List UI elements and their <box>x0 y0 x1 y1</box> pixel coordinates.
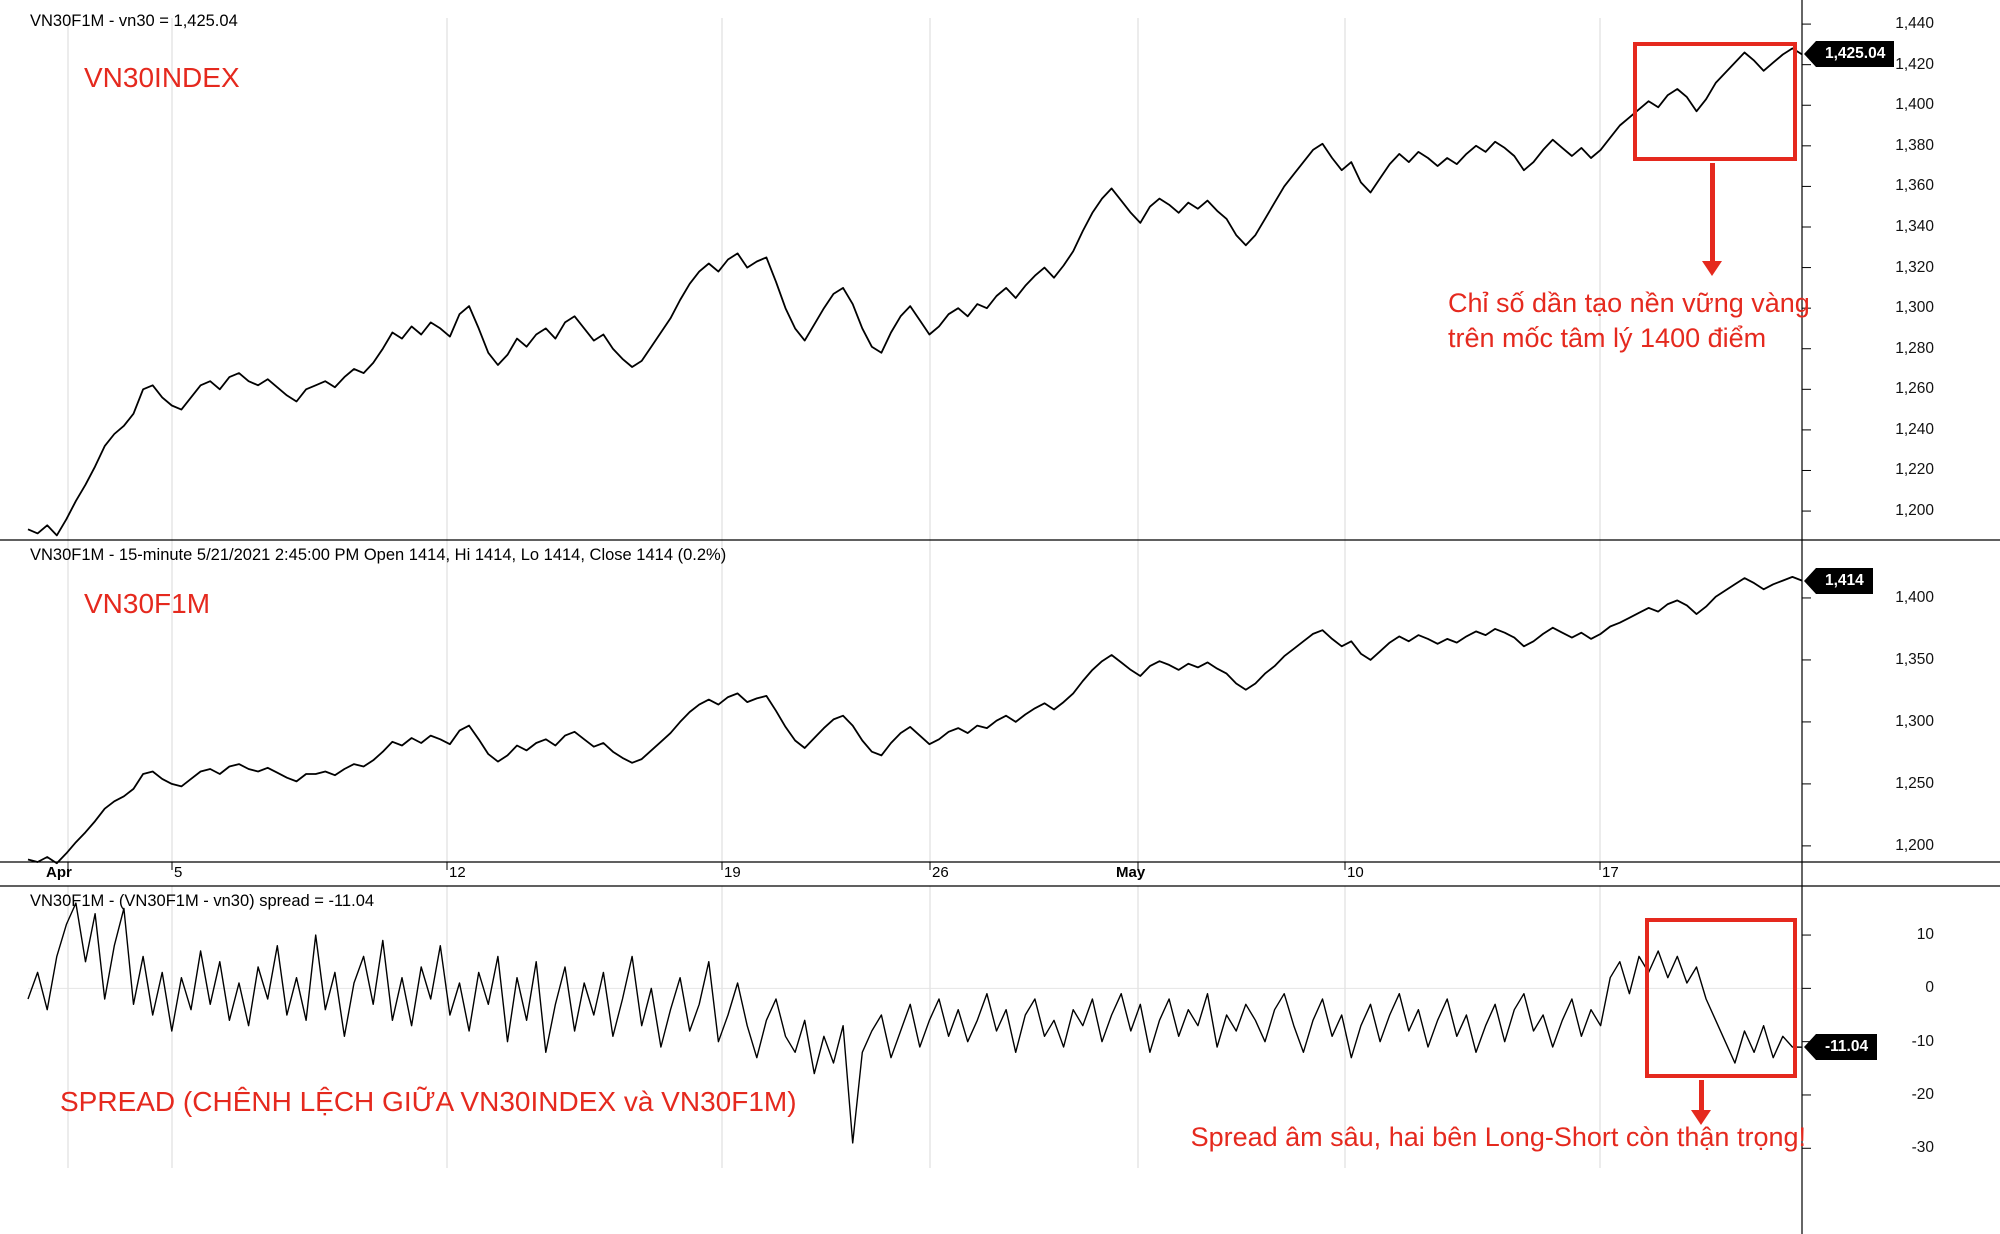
y-axis-label: 1,400 <box>1895 588 1934 606</box>
y-axis-label: -20 <box>1911 1085 1934 1103</box>
panel-title-vn30: VN30F1M - vn30 = 1,425.04 <box>30 12 238 30</box>
x-axis-label: 12 <box>449 864 466 881</box>
price-tag-spread-text: -11.04 <box>1825 1038 1869 1056</box>
price-line-vn30 <box>27 47 1803 537</box>
y-axis-label: 1,420 <box>1895 55 1934 73</box>
x-axis-label: 10 <box>1347 864 1364 881</box>
arrow-spread-line <box>1699 1080 1704 1112</box>
x-axis-label: Apr <box>46 864 72 881</box>
x-axis-label: 17 <box>1602 864 1619 881</box>
x-axis-label: May <box>1116 864 1146 881</box>
y-axis-label: -30 <box>1911 1139 1934 1157</box>
annotation-spread-note: Spread âm sâu, hai bên Long-Short còn th… <box>1190 1122 1806 1152</box>
y-axis-label: -10 <box>1911 1032 1934 1050</box>
series-label-spread: SPREAD (CHÊNH LỆCH GIỮA VN30INDEX và VN3… <box>60 1086 797 1117</box>
y-axis-label: 1,350 <box>1895 650 1934 668</box>
arrow-spread-head <box>1691 1110 1711 1125</box>
y-axis-label: 0 <box>1925 979 1934 997</box>
y-axis-label: 1,200 <box>1895 502 1934 520</box>
x-axis-label: 5 <box>174 864 183 881</box>
y-axis-label: 1,300 <box>1895 299 1934 317</box>
y-axis-label: 1,280 <box>1895 339 1934 357</box>
y-axis-label: 1,200 <box>1895 836 1934 854</box>
x-axis-label: 26 <box>932 864 949 881</box>
panel-title-spread: VN30F1M - (VN30F1M - vn30) spread = -11.… <box>30 892 375 910</box>
y-axis-label: 1,250 <box>1895 774 1934 792</box>
annotation-index-note-line2: trên mốc tâm lý 1400 điểm <box>1448 323 1767 353</box>
price-line-vn30f1m <box>27 576 1803 865</box>
y-axis-label: 1,340 <box>1895 217 1934 235</box>
y-axis-label: 1,260 <box>1895 380 1934 398</box>
price-tag-spread: -11.04 <box>1803 1034 1878 1061</box>
y-axis-label: 10 <box>1916 926 1934 944</box>
y-axis-label: 1,380 <box>1895 136 1934 154</box>
x-axis-label: 19 <box>724 864 741 881</box>
price-tag-vn30-text: 1,425.04 <box>1825 45 1886 63</box>
y-axis-label: 1,440 <box>1895 15 1934 33</box>
series-label-vn30f1m: VN30F1M <box>84 588 211 619</box>
highlight-box-spread <box>1645 918 1797 1078</box>
highlight-box-index <box>1633 42 1797 161</box>
y-axis-label: 1,320 <box>1895 258 1934 276</box>
y-axis-label: 1,220 <box>1895 461 1934 479</box>
y-axis-label: 1,300 <box>1895 712 1934 730</box>
panel-title-vn30f1m: VN30F1M - 15-minute 5/21/2021 2:45:00 PM… <box>30 546 727 564</box>
arrow-index-head <box>1702 261 1722 276</box>
price-tag-vn30: 1,425.04 <box>1803 41 1895 68</box>
y-axis-label: 1,400 <box>1895 96 1934 114</box>
y-axis-label: 1,240 <box>1895 420 1934 438</box>
series-label-vn30index: VN30INDEX <box>84 62 240 93</box>
price-line-spread <box>27 902 1803 1144</box>
annotation-index-note: Chỉ số dần tạo nền vững vàng trên mốc tâ… <box>1448 286 1810 356</box>
price-tag-vn30f1m-text: 1,414 <box>1825 571 1864 589</box>
annotation-index-note-line1: Chỉ số dần tạo nền vững vàng <box>1448 288 1810 318</box>
price-tag-vn30f1m: 1,414 <box>1804 567 1873 594</box>
y-axis-label: 1,360 <box>1895 177 1934 195</box>
arrow-index-line <box>1710 163 1715 263</box>
